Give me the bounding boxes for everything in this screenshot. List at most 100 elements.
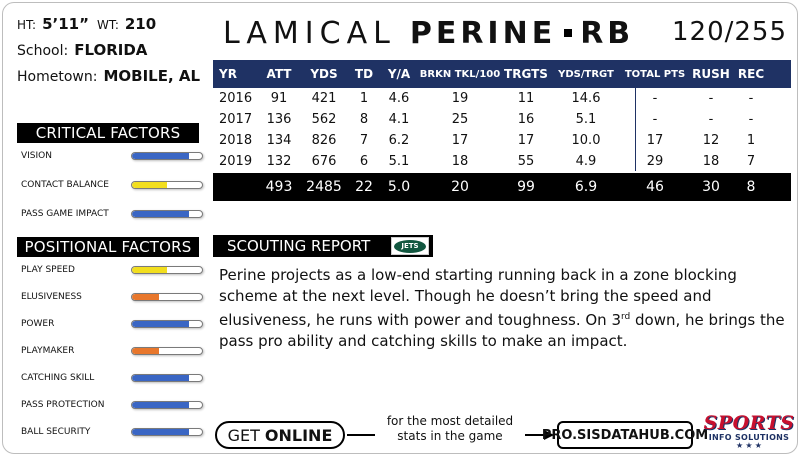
factor-row: PASS PROTECTION [17,398,203,418]
stats-total-row: 493 2485 22 5.0 20 99 6.9 46 30 8 [213,173,791,201]
table-row: 2016 91 421 1 4.6 19 11 14.6- - - [213,88,791,109]
table-cell: 5.1 [575,112,597,127]
table-cell: 7 [359,133,369,148]
table-cell: 5.1 [388,154,410,169]
team-logo: JETS [391,237,429,255]
table-cell: - [652,112,658,127]
hometown-row: Hometown: MOBILE, AL [17,67,207,93]
factor-bar [131,401,203,409]
scouting-report-header: SCOUTING REPORT [213,235,433,257]
table-cell: - [708,91,714,106]
factor-bar-fill [132,182,167,188]
get-online-get: GET [227,425,260,445]
school-value: FLORIDA [74,41,148,59]
table-cell: 18 [702,154,720,169]
total-cell: 8 [746,179,756,195]
arrow-right-icon [544,430,554,440]
table-cell: 421 [311,91,337,106]
footer-tagline-line2: stats in the game [397,429,503,443]
table-cell: 676 [311,154,337,169]
table-cell: 4.6 [388,91,410,106]
stats-header-cell: YDS [310,67,338,81]
sisdatahub-link[interactable]: PRO.SISDATAHUB.COM [542,421,708,449]
player-rank: 120/255 [671,17,787,47]
table-cell: 1 [746,133,756,148]
table-cell: 25 [451,112,469,127]
weight-label: WT: [96,18,119,32]
table-cell: 17 [451,133,469,148]
total-cell: 493 [265,179,293,195]
get-online-button[interactable]: GET ONLINE [215,421,345,449]
logo-top-text: SPORTS [703,412,795,434]
table-cell: 29 [646,154,664,169]
logo-stars-icon: ★ ★ ★ [736,441,762,450]
footer-tagline: for the most detailed stats in the game [375,414,525,444]
logo-bottom-text: INFO SOLUTIONS [708,433,790,442]
factor-row: PLAY SPEED [17,263,203,283]
factor-label: ELUSIVENESS [21,292,82,302]
stats-header-row: YR ATT YDS TD Y/A BRKN TKL/100 TRGTS YDS/TRGT TO… [213,60,791,88]
factor-bar-fill [132,153,190,159]
table-cell: 7 [746,154,756,169]
title-separator [564,29,573,37]
factor-row: PLAYMAKER [17,344,203,364]
table-cell: 1 [359,91,369,106]
table-cell: 2018 [219,133,253,148]
stats-header-cell: TRGTS [504,67,548,81]
table-cell: 16 [517,112,535,127]
factor-bar-fill [132,402,190,408]
stats-header-cell: Y/A [387,67,411,81]
get-online-online: ONLINE [264,425,333,445]
table-cell: 10.0 [571,133,601,148]
factor-label: PLAYMAKER [21,346,75,356]
player-last-name: PERINE [409,15,557,51]
factor-row: ELUSIVENESS [17,290,203,310]
factor-bar-fill [132,321,190,327]
table-cell: - [652,91,658,106]
factor-label: POWER [21,319,55,329]
table-cell: 2017 [219,112,253,127]
total-cell: 20 [451,179,469,195]
factor-bar [131,152,203,160]
weight-value: 210 [124,15,157,33]
factor-row: BALL SECURITY [17,425,203,445]
factor-bar [131,347,203,355]
factor-row: PASS GAME IMPACT [17,207,203,227]
stats-header-cell: TOTAL PTS [624,68,686,80]
scouting-report-text: Perine projects as a low-end starting ru… [219,265,789,352]
player-first-name: LAMICAL [223,15,396,51]
factor-bar [131,428,203,436]
table-cell: 55 [517,154,535,169]
factor-bar [131,374,203,382]
table-row: 2019 132 676 6 5.1 18 55 4.9 29 18 7 [213,151,791,172]
factor-label: CONTACT BALANCE [21,180,109,190]
stats-header-cell: ATT [266,67,292,81]
total-cell: 46 [646,179,664,195]
factor-row: VISION [17,149,203,169]
total-cell: 6.9 [574,179,598,195]
hometown-label: Hometown: [17,69,98,85]
factor-label: BALL SECURITY [21,427,91,437]
height-weight-row: HT: 5’11” WT: 210 [17,15,207,41]
table-cell: 17 [646,133,664,148]
factor-label: VISION [21,151,52,161]
table-cell: 6.2 [388,133,410,148]
table-cell: 17 [517,133,535,148]
stats-table: YR ATT YDS TD Y/A BRKN TKL/100 TRGTS YDS/TRGT TO… [213,60,791,201]
table-cell: 8 [359,112,369,127]
total-cell: 2485 [306,179,342,195]
factor-row: POWER [17,317,203,337]
factor-bar [131,293,203,301]
total-cell: 22 [355,179,373,195]
table-cell: 4.9 [575,154,597,169]
table-cell: 562 [311,112,337,127]
stats-header-cell: TD [354,67,374,81]
factor-label: PASS GAME IMPACT [21,209,109,219]
table-cell: - [748,91,754,106]
table-cell: 2016 [219,91,253,106]
height-label: HT: [17,18,37,32]
factor-bar [131,320,203,328]
table-cell: 12 [702,133,720,148]
table-cell: 2019 [219,154,253,169]
table-cell: 18 [451,154,469,169]
